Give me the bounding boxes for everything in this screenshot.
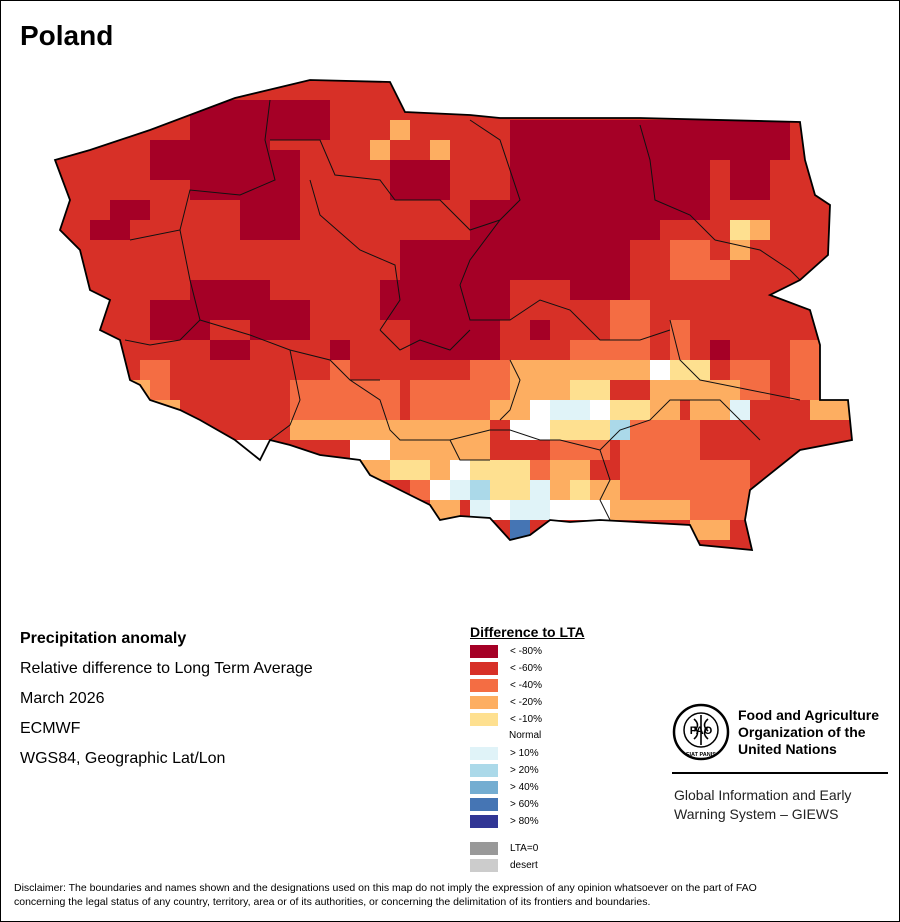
legend-label: < -60%: [510, 662, 542, 674]
cells-lt10: [390, 220, 750, 500]
legend-item: > 40%: [470, 780, 539, 794]
fao-name-line: Food and Agriculture: [738, 707, 880, 723]
cells-lt40: [140, 240, 820, 520]
legend-item: < -10%: [470, 712, 542, 726]
country-outline: [53, 79, 853, 552]
info-source: ECMWF: [20, 720, 81, 737]
disclaimer-line: concerning the legal status of any count…: [14, 896, 651, 908]
giews-name: Global Information and Early Warning Sys…: [674, 786, 851, 824]
disclaimer-line: Disclaimer: The boundaries and names sho…: [14, 882, 757, 894]
info-variable: Precipitation anomaly: [20, 630, 187, 647]
info-period: March 2026: [20, 690, 105, 707]
legend-label: < -20%: [510, 696, 542, 708]
legend-label: < -80%: [510, 645, 542, 657]
legend-swatch: [470, 841, 498, 855]
map-title: Poland: [20, 20, 114, 51]
legend-swatch: [470, 746, 498, 760]
legend-normal-label: Normal: [509, 730, 542, 741]
svg-text:FIAT PANIS: FIAT PANIS: [686, 752, 716, 758]
legend-swatch: [470, 858, 498, 872]
legend-swatch: [470, 644, 498, 658]
legend-item: < -20%: [470, 695, 542, 709]
legend-item: > 60%: [470, 797, 539, 811]
legend-label: < -40%: [510, 679, 542, 691]
fao-emblem-icon: FAO FIAT PANIS: [672, 703, 730, 761]
logo-divider: [672, 772, 888, 774]
legend-item: < -60%: [470, 661, 542, 675]
anomaly-map: [53, 79, 853, 552]
legend-swatch: [470, 678, 498, 692]
legend-label: > 40%: [510, 781, 539, 793]
legend-swatch: [470, 780, 498, 794]
legend-swatch: [470, 814, 498, 828]
fao-name-line: Organization of the: [738, 724, 866, 740]
legend-title: Difference to LTA: [470, 624, 585, 640]
legend-item: > 10%: [470, 746, 539, 760]
fao-organization-name: Food and Agriculture Organization of the…: [738, 707, 879, 758]
legend-label: > 80%: [510, 815, 539, 827]
legend-label: > 20%: [510, 764, 539, 776]
legend-swatch: [470, 763, 498, 777]
legend-swatch: [470, 695, 498, 709]
info-description: Relative difference to Long Term Average: [20, 660, 313, 677]
anomaly-grid: [55, 80, 852, 550]
disclaimer: Disclaimer: The boundaries and names sho…: [14, 881, 889, 909]
legend-label: > 60%: [510, 798, 539, 810]
legend-label: < -10%: [510, 713, 542, 725]
legend-label: > 10%: [510, 747, 539, 759]
legend-label: desert: [510, 859, 538, 871]
province-boundaries: [124, 99, 801, 521]
legend-item: < -80%: [470, 644, 542, 658]
giews-line: Global Information and Early: [674, 787, 852, 803]
info-projection: WGS84, Geographic Lat/Lon: [20, 750, 226, 767]
legend-item: < -40%: [470, 678, 542, 692]
fao-name-line: United Nations: [738, 741, 837, 757]
legend-swatch: [470, 712, 498, 726]
legend-item: LTA=0: [470, 841, 538, 855]
legend-item: > 80%: [470, 814, 539, 828]
legend-swatch: [470, 797, 498, 811]
legend-label: LTA=0: [510, 842, 539, 854]
svg-text:FAO: FAO: [690, 725, 713, 737]
legend-item: desert: [470, 858, 538, 872]
cells-gt60: [510, 520, 530, 540]
giews-line: Warning System – GIEWS: [674, 806, 839, 822]
legend-swatch: [470, 661, 498, 675]
legend-item: > 20%: [470, 763, 539, 777]
